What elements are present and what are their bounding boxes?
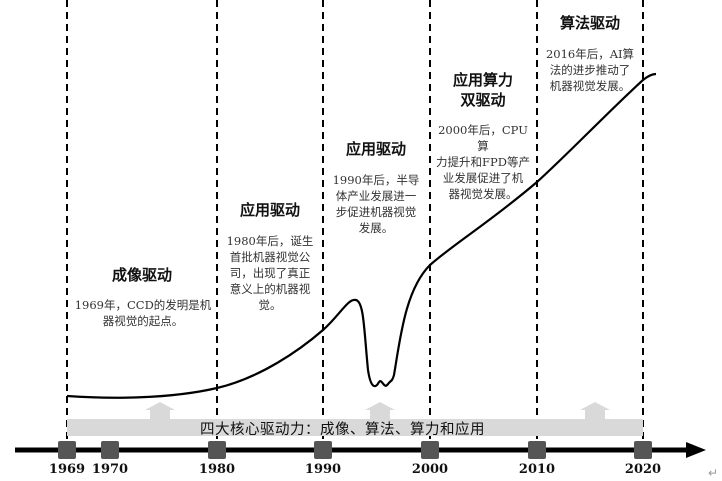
stage-5-title: 算法驱动 — [559, 14, 620, 32]
year-marker-1969 — [58, 441, 76, 459]
year-marker-2010 — [528, 441, 546, 459]
year-marker-2000 — [421, 441, 439, 459]
stage-5-desc: 2016年后，AI算 法的进步推动了 机器视觉发展。 — [545, 47, 635, 93]
return-mark: ↵ — [708, 466, 719, 480]
year-label-2000: 2000 — [411, 462, 449, 477]
stage-1-desc: 1969年，CCD的发明是机 器视觉的起点。 — [74, 298, 212, 328]
stage-4-title: 应用算力 双驱动 — [452, 71, 513, 109]
year-label-1969: 1969 — [48, 462, 86, 477]
year-marker-1990 — [314, 441, 332, 459]
year-label-1990: 1990 — [304, 462, 342, 477]
year-marker-2020 — [634, 441, 652, 459]
up-arrow-icon — [145, 402, 175, 419]
year-label-1980: 1980 — [198, 462, 236, 477]
stage-3-desc: 1990年后，半导 体产业发展进一 步促进机器视觉 发展。 — [332, 173, 420, 235]
up-arrow-icon — [365, 402, 395, 419]
stage-1-title: 成像驱动 — [111, 266, 172, 284]
stage-4-desc: 2000年后，CPU算 力提升和FPD等产 业发展促进了机 器视觉发展。 — [436, 123, 530, 201]
driver-band — [67, 419, 643, 436]
year-label-1970: 1970 — [91, 462, 129, 477]
up-arrow-icon — [580, 402, 610, 419]
year-label-2020: 2020 — [624, 462, 662, 477]
stage-2-title: 应用驱动 — [239, 201, 300, 219]
stage-3-title: 应用驱动 — [345, 140, 406, 158]
year-label-2010: 2010 — [518, 462, 556, 477]
axis-arrowhead-icon — [686, 442, 706, 458]
development-curve — [66, 72, 657, 399]
year-marker-1980 — [208, 441, 226, 459]
driver-band-label: 四大核心驱动力：成像、算法、算力和应用 — [200, 422, 485, 438]
year-marker-1970 — [101, 441, 119, 459]
stage-2-desc: 1980年后，诞生 首批机器视觉公 司，出现了真正 意义上的机器视 觉。 — [226, 234, 314, 312]
